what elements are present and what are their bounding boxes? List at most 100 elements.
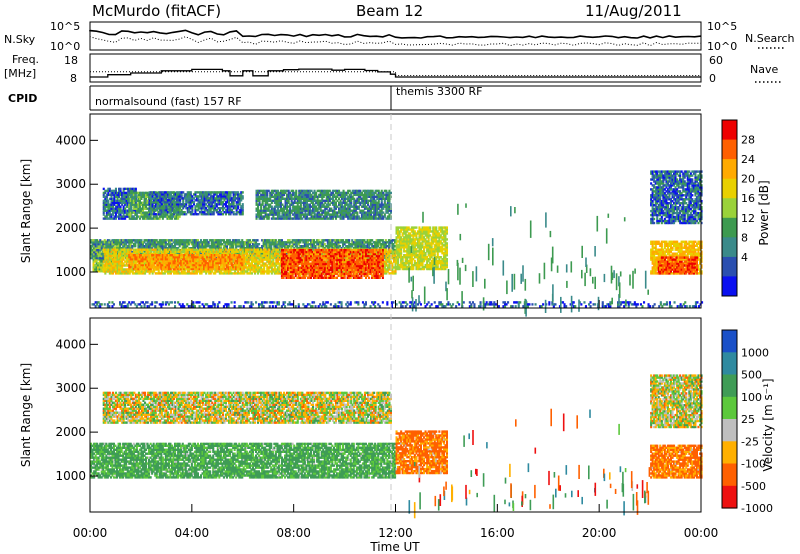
heatmap-cell bbox=[266, 215, 269, 218]
heatmap-cell bbox=[229, 207, 232, 210]
heatmap-cell bbox=[104, 195, 107, 198]
heatmap-cell bbox=[137, 211, 140, 214]
heatmap-cell bbox=[113, 209, 116, 212]
heatmap-cell bbox=[241, 203, 244, 206]
heatmap-cell bbox=[283, 209, 286, 212]
heatmap-cell bbox=[135, 215, 138, 218]
heatmap-cell bbox=[111, 245, 114, 248]
heatmap-cell bbox=[257, 195, 260, 198]
heatmap-cell bbox=[367, 195, 370, 198]
heatmap-cell bbox=[203, 197, 206, 200]
heatmap-cell bbox=[345, 213, 348, 216]
heatmap-cell bbox=[304, 201, 307, 204]
heatmap-cell bbox=[128, 245, 131, 248]
heatmap-cell bbox=[301, 217, 304, 220]
heatmap-cell bbox=[238, 197, 241, 200]
heatmap-cell bbox=[214, 205, 217, 208]
heatmap-cell bbox=[100, 245, 103, 248]
heatmap-cell bbox=[257, 207, 260, 210]
heatmap-cell bbox=[241, 205, 244, 208]
heatmap-cell bbox=[290, 201, 293, 204]
heatmap-cell bbox=[148, 197, 151, 200]
heatmap-cell bbox=[237, 195, 240, 198]
heatmap-cell bbox=[100, 258, 103, 261]
heatmap-cell bbox=[231, 199, 234, 202]
heatmap-cell bbox=[122, 247, 125, 250]
heatmap-cell bbox=[91, 256, 94, 260]
heatmap-cell bbox=[186, 197, 189, 200]
heatmap-cell bbox=[94, 239, 97, 242]
heatmap-cell bbox=[258, 209, 261, 212]
heatmap-cell bbox=[308, 209, 311, 212]
heatmap-cell bbox=[240, 211, 243, 214]
heatmap-cell bbox=[163, 207, 166, 210]
heatmap-cell bbox=[328, 199, 331, 202]
heatmap-cell bbox=[173, 193, 176, 196]
heatmap-cell bbox=[150, 205, 153, 208]
heatmap-cell bbox=[194, 211, 197, 214]
heatmap-cell bbox=[255, 209, 258, 212]
heatmap-cell bbox=[278, 191, 281, 195]
heatmap-cell bbox=[140, 245, 143, 248]
heatmap-cell bbox=[365, 211, 368, 214]
heatmap-cell bbox=[286, 207, 289, 210]
heatmap-cell bbox=[263, 205, 266, 208]
heatmap-cell bbox=[315, 201, 318, 204]
heatmap-cell bbox=[257, 191, 260, 195]
heatmap-cell bbox=[360, 197, 363, 200]
heatmap-cell bbox=[315, 213, 318, 216]
heatmap-cell bbox=[150, 209, 153, 212]
heatmap-cell bbox=[149, 215, 152, 218]
heatmap-cell bbox=[341, 203, 344, 206]
heatmap-cell bbox=[318, 207, 321, 210]
heatmap-cell bbox=[377, 207, 380, 210]
heatmap-cell bbox=[206, 197, 209, 200]
heatmap-cell bbox=[167, 197, 170, 200]
heatmap-cell bbox=[266, 193, 269, 197]
heatmap-cell bbox=[237, 211, 240, 214]
heatmap-cell bbox=[100, 252, 103, 256]
heatmap-cell bbox=[163, 191, 166, 194]
heatmap-cell bbox=[118, 187, 121, 191]
heatmap-cell bbox=[363, 203, 366, 206]
heatmap-cell bbox=[315, 215, 318, 218]
heatmap-cell bbox=[307, 199, 310, 202]
heatmap-cell bbox=[177, 195, 180, 198]
heatmap-cell bbox=[354, 203, 357, 206]
heatmap-cell bbox=[353, 211, 356, 214]
heatmap-cell bbox=[374, 203, 377, 206]
heatmap-cell bbox=[354, 201, 357, 204]
heatmap-cell bbox=[299, 191, 302, 195]
heatmap-cell bbox=[120, 247, 123, 250]
heatmap-cell bbox=[202, 199, 205, 202]
heatmap-cell bbox=[208, 201, 211, 204]
heatmap-cell bbox=[324, 201, 327, 204]
heatmap-cell bbox=[270, 211, 273, 214]
heatmap-cell bbox=[305, 213, 308, 216]
heatmap-cell bbox=[231, 201, 234, 204]
heatmap-cell bbox=[370, 217, 373, 220]
heatmap-cell bbox=[382, 217, 385, 220]
heatmap-cell bbox=[186, 209, 189, 212]
heatmap-cell bbox=[145, 201, 148, 204]
heatmap-cell bbox=[134, 205, 137, 208]
heatmap-cell bbox=[188, 191, 191, 194]
heatmap-cell bbox=[308, 197, 311, 200]
heatmap-cell bbox=[301, 197, 304, 200]
heatmap-cell bbox=[351, 213, 354, 216]
heatmap-cell bbox=[189, 197, 192, 200]
heatmap-cell bbox=[165, 207, 168, 210]
heatmap-cell bbox=[304, 209, 307, 212]
heatmap-cell bbox=[191, 205, 194, 208]
heatmap-cell bbox=[132, 201, 135, 204]
heatmap-cell bbox=[348, 205, 351, 208]
heatmap-cell bbox=[102, 201, 105, 204]
heatmap-cell bbox=[206, 213, 209, 216]
heatmap-cell bbox=[258, 197, 261, 200]
heatmap-cell bbox=[368, 209, 371, 212]
heatmap-cell bbox=[91, 249, 94, 252]
heatmap-cell bbox=[382, 197, 385, 200]
heatmap-cell bbox=[357, 195, 360, 198]
heatmap-cell bbox=[292, 189, 295, 193]
heatmap-cell bbox=[313, 191, 316, 195]
